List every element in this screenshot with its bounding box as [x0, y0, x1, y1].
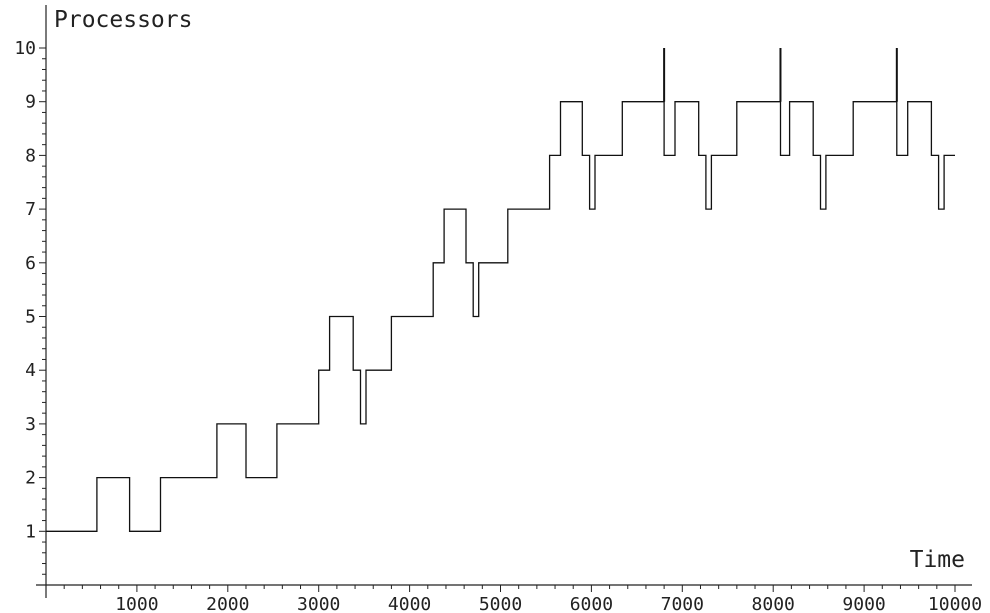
x-axis-title: Time [910, 547, 965, 573]
y-tick-label: 5 [25, 307, 36, 328]
y-tick-label: 10 [14, 38, 36, 59]
x-tick-label: 9000 [842, 594, 885, 613]
x-tick-label: 6000 [570, 594, 613, 613]
x-tick-label: 4000 [388, 594, 431, 613]
y-tick-label: 6 [25, 253, 36, 274]
y-tick-label: 7 [25, 199, 36, 220]
x-tick-label: 8000 [752, 594, 795, 613]
y-tick-label: 2 [25, 468, 36, 489]
y-tick-label: 8 [25, 145, 36, 166]
series-layer [46, 48, 955, 532]
x-tick-label: 2000 [206, 594, 249, 613]
y-tick-label: 3 [25, 414, 36, 435]
x-ticks: 1000 2000 3000 4000 5000 6000 7000 8000 9000 1000… [63, 585, 982, 613]
x-tick-label: 5000 [479, 594, 522, 613]
x-tick-label: 3000 [297, 594, 340, 613]
x-tick-label: 7000 [661, 594, 704, 613]
y-tick-label: 4 [25, 360, 36, 381]
axes [36, 5, 972, 598]
x-tick-label: 10000 [928, 594, 982, 613]
processors-step-line [46, 101, 955, 532]
y-tick-label: 1 [25, 521, 36, 542]
x-tick-label: 1000 [115, 594, 158, 613]
y-tick-label: 9 [25, 92, 36, 113]
y-axis-title: Processors [54, 7, 192, 33]
y-ticks: 1 2 3 4 5 6 7 8 9 10 [14, 38, 46, 575]
